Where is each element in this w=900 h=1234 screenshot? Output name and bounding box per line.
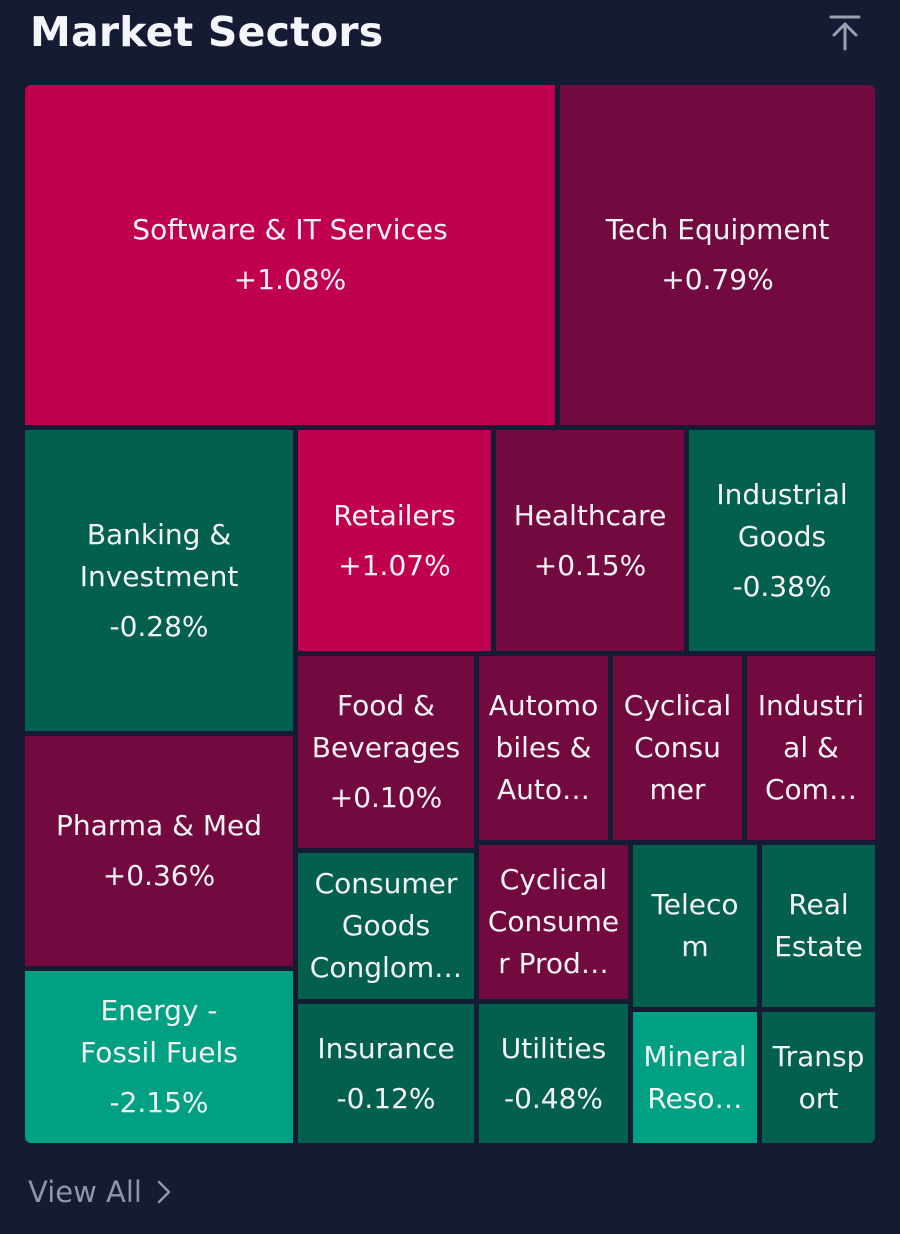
- sector-name: Tech Equipment: [605, 213, 830, 246]
- sector-tile-retailers[interactable]: Retailers +1.07%: [298, 430, 491, 651]
- arrow-up-to-top-icon: [829, 15, 861, 51]
- sector-name: Teleco m: [651, 888, 739, 963]
- sector-change: +0.10%: [329, 781, 443, 814]
- header: Market Sectors: [0, 0, 900, 80]
- sector-tile-insurance[interactable]: Insurance -0.12%: [298, 1004, 474, 1143]
- sector-name: Banking & Investment: [79, 517, 239, 593]
- sector-name: Automo biles & Auto…: [488, 689, 599, 806]
- view-all-label: View All: [28, 1175, 142, 1209]
- sector-change: +0.15%: [533, 548, 647, 582]
- sector-name: Real Estate: [774, 888, 863, 963]
- sector-name: Software & IT Services: [132, 213, 448, 246]
- sector-change: -2.15%: [109, 1086, 209, 1119]
- sector-change: -0.28%: [109, 609, 209, 643]
- sector-tile-real-estate[interactable]: Real Estate: [762, 845, 875, 1007]
- sector-name: Industrial Goods: [716, 477, 848, 553]
- page-title: Market Sectors: [30, 8, 384, 56]
- sector-tile-energy-fossil-fuels[interactable]: Energy - Fossil Fuels -2.15%: [25, 971, 293, 1143]
- sector-name: Industri al & Com…: [757, 689, 865, 806]
- sector-name: Consumer Goods Conglom…: [309, 867, 463, 984]
- sector-name: Transp ort: [772, 1039, 865, 1115]
- sector-name: Insurance: [317, 1031, 455, 1065]
- sector-tile-industrial-com[interactable]: Industri al & Com…: [747, 656, 875, 840]
- sector-tile-industrial-goods[interactable]: Industrial Goods -0.38%: [689, 430, 875, 651]
- sector-change: -0.12%: [336, 1081, 436, 1115]
- sector-change: +1.08%: [233, 263, 347, 296]
- sector-change: -0.48%: [503, 1081, 604, 1115]
- sector-tile-food-beverages[interactable]: Food & Beverages +0.10%: [298, 656, 474, 848]
- sector-name: Mineral Reso…: [643, 1039, 747, 1115]
- sector-name: Retailers: [333, 498, 456, 532]
- sector-tile-transport[interactable]: Transp ort: [762, 1012, 875, 1143]
- sector-treemap: Software & IT Services +1.08% Tech Equipme…: [25, 85, 875, 1143]
- sector-tile-software-it-services[interactable]: Software & IT Services +1.08%: [25, 85, 555, 425]
- sector-name: Pharma & Med: [55, 809, 263, 842]
- sector-name: Cyclical Consume r Prod…: [487, 863, 620, 980]
- sector-change: -0.38%: [732, 569, 832, 603]
- sector-name: Healthcare: [513, 498, 667, 532]
- view-all-link[interactable]: View All: [28, 1170, 172, 1214]
- sector-tile-cyclical-consumer-prod[interactable]: Cyclical Consume r Prod…: [479, 845, 628, 999]
- chevron-right-icon: [157, 1180, 171, 1204]
- sector-name: Cyclical Consu mer: [623, 689, 732, 806]
- sector-tile-telecom[interactable]: Teleco m: [633, 845, 757, 1007]
- sector-tile-automobiles-auto[interactable]: Automo biles & Auto…: [479, 656, 608, 840]
- sector-name: Utilities: [500, 1031, 607, 1065]
- sector-tile-tech-equipment[interactable]: Tech Equipment +0.79%: [560, 85, 875, 425]
- sector-name: Energy - Fossil Fuels: [80, 994, 238, 1069]
- sector-tile-consumer-goods-conglom[interactable]: Consumer Goods Conglom…: [298, 853, 474, 999]
- sector-tile-cyclical-consumer[interactable]: Cyclical Consu mer: [613, 656, 742, 840]
- sector-tile-utilities[interactable]: Utilities -0.48%: [479, 1004, 628, 1143]
- sector-tile-banking-investment[interactable]: Banking & Investment -0.28%: [25, 430, 293, 731]
- sector-change: +0.36%: [102, 859, 216, 892]
- collapse-button[interactable]: [822, 10, 868, 56]
- sector-change: +1.07%: [338, 548, 451, 582]
- sector-tile-pharma-med[interactable]: Pharma & Med +0.36%: [25, 736, 293, 966]
- sector-name: Food & Beverages: [311, 689, 461, 764]
- sector-change: +0.79%: [661, 263, 774, 296]
- sector-tile-mineral-resources[interactable]: Mineral Reso…: [633, 1012, 757, 1143]
- sector-tile-healthcare[interactable]: Healthcare +0.15%: [496, 430, 684, 651]
